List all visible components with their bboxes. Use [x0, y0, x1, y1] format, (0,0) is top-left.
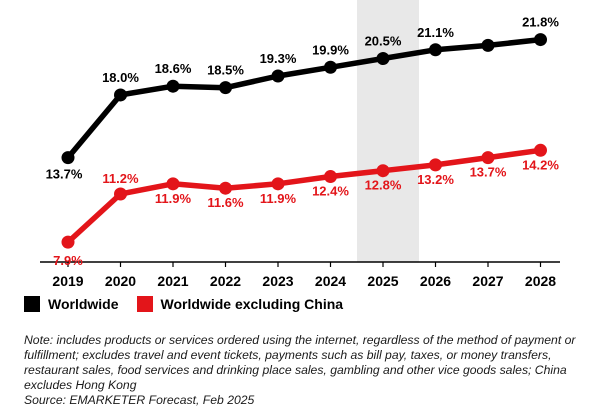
x-tick-label-2019: 2019	[52, 273, 83, 289]
data-point-0-2023	[271, 69, 285, 83]
data-point-0-2024	[324, 60, 337, 74]
data-label-0-2020: 18.0%	[102, 70, 139, 85]
data-point-0-2026	[429, 43, 442, 57]
series-line-0	[65, 36, 544, 161]
data-point-1-2021	[166, 177, 180, 191]
x-tick-label-2020: 2020	[105, 273, 136, 289]
data-point-1-2027	[481, 151, 495, 165]
x-tick-label-2025: 2025	[367, 273, 398, 289]
x-tick-label-2027: 2027	[472, 273, 503, 289]
series-line-1	[65, 147, 544, 245]
data-label-1-2022: 11.6%	[207, 195, 244, 210]
data-label-0-2021: 18.6%	[155, 61, 192, 76]
data-label-1-2020: 11.2%	[102, 171, 139, 186]
data-point-1-2020	[114, 187, 127, 201]
data-point-0-2019	[61, 151, 75, 165]
data-point-1-2019	[61, 235, 75, 249]
data-label-1-2021: 11.9%	[155, 191, 192, 206]
x-tick-label-2028: 2028	[525, 273, 556, 289]
data-label-1-2023: 11.9%	[260, 191, 297, 206]
legend-item-worldwide: Worldwide	[24, 296, 119, 312]
data-point-1-2022	[219, 181, 232, 195]
x-tick-label-2022: 2022	[210, 273, 241, 289]
data-label-0-2024: 19.9%	[312, 42, 349, 57]
x-tick-label-2026: 2026	[420, 273, 451, 289]
data-point-1-2023	[271, 177, 285, 191]
data-point-0-2027	[481, 38, 495, 52]
data-label-1-2028: 14.2%	[522, 157, 559, 172]
data-point-1-2028	[534, 143, 547, 157]
data-point-0-2021	[166, 79, 180, 93]
legend-label-excluding-china: Worldwide excluding China	[160, 296, 344, 312]
legend-label-worldwide: Worldwide	[48, 296, 119, 312]
legend-swatch-excluding-china	[136, 296, 153, 312]
data-label-0-2023: 19.3%	[260, 51, 297, 66]
forecast-highlight-band	[357, 0, 419, 262]
x-tick-label-2024: 2024	[315, 273, 346, 289]
data-label-0-2019: 13.7%	[46, 167, 83, 182]
data-point-1-2025	[376, 164, 390, 178]
chart-note: Note: includes products or services orde…	[24, 333, 576, 392]
data-point-1-2024	[324, 170, 337, 184]
x-tick-label-2023: 2023	[262, 273, 293, 289]
legend-swatch-worldwide	[24, 296, 40, 312]
data-label-1-2024: 12.4%	[312, 184, 349, 199]
data-label-0-2028: 21.8%	[522, 15, 559, 30]
data-point-0-2028	[534, 33, 547, 47]
data-point-0-2025	[376, 52, 390, 66]
data-label-1-2027: 13.7%	[470, 165, 507, 180]
legend: Worldwide Worldwide excluding China	[24, 296, 343, 312]
x-tick-label-2021: 2021	[157, 273, 188, 289]
data-label-0-2026: 21.1%	[417, 25, 454, 40]
data-label-0-2022: 18.5%	[207, 63, 244, 78]
data-label-1-2026: 13.2%	[417, 172, 454, 187]
data-point-0-2020	[114, 88, 127, 102]
legend-item-excluding-china: Worldwide excluding China	[136, 296, 344, 312]
line-chart: 2019 2020 2021 2022 2023 2024 2025 2026 2027 2028…	[40, 0, 560, 289]
chart-source: Source: EMARKETER Forecast, Feb 2025	[24, 393, 255, 407]
data-point-1-2026	[429, 158, 442, 172]
data-point-0-2022	[219, 81, 232, 95]
data-label-1-2019: 7.9%	[53, 253, 83, 268]
data-label-0-2025: 20.5%	[365, 34, 402, 49]
data-label-1-2025: 12.8%	[365, 178, 402, 193]
